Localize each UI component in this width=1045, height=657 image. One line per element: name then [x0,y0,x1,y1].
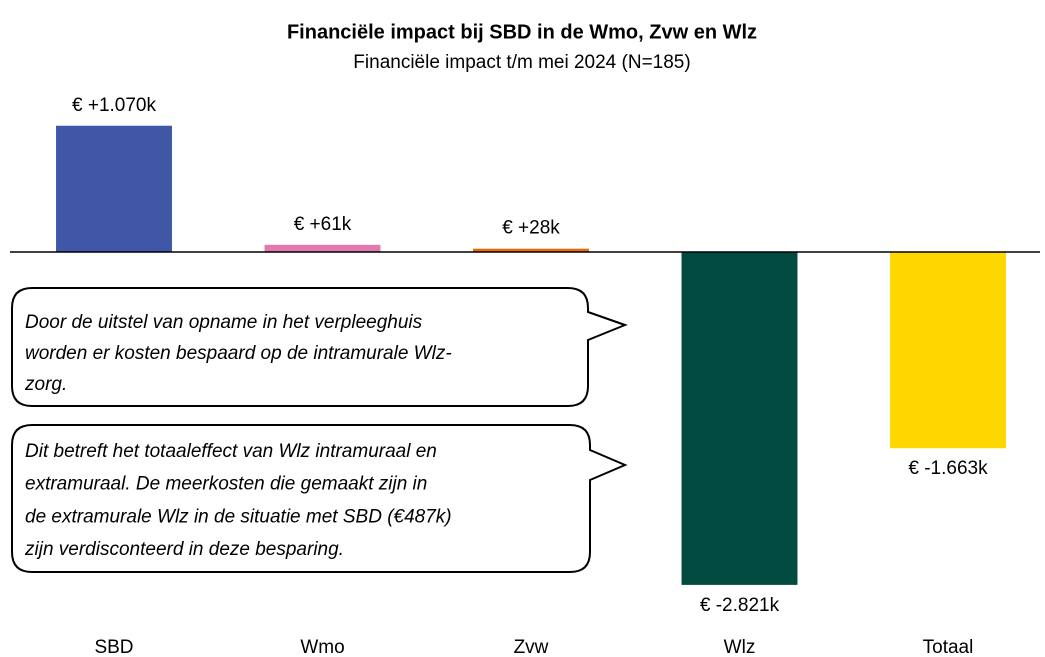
annotation-text: worden er kosten bespaard op de intramur… [25,343,452,364]
annotation-text: zijn verdisconteerd in deze besparing. [24,539,344,560]
chart-title: Financiële impact bij SBD in de Wmo, Zvw… [287,21,757,43]
bar [56,125,172,252]
annotation-text: zorg. [24,374,67,395]
bar [264,244,381,252]
x-tick-label: Wlz [724,637,756,657]
value-label: € +1.070k [72,95,156,116]
value-label: € +61k [294,214,352,235]
annotation-text: Dit betreft het totaaleffect van Wlz int… [25,441,437,462]
value-label: € +28k [502,218,560,239]
x-tick-label: SBD [94,637,133,657]
chart-subtitle: Financiële impact t/m mei 2024 (N=185) [353,52,690,73]
annotation-text: Door de uitstel van opname in het verple… [25,312,423,333]
x-tick-label: Totaal [923,637,974,657]
annotation-text: de extramurale Wlz in de situatie met SB… [25,506,452,527]
x-tick-label: Wmo [300,637,344,657]
value-label: € -2.821k [700,595,780,616]
bar [890,252,1006,449]
value-label: € -1.663k [908,458,988,479]
callout-bubble [11,287,628,407]
annotation-text: extramuraal. De meerkosten die gemaakt z… [25,474,427,495]
x-tick-label: Zvw [514,637,549,657]
bar [473,248,589,252]
bar [681,252,798,585]
callout-bubble [11,424,628,573]
